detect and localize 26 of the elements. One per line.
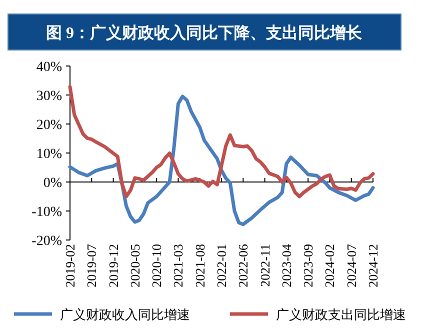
x-tick-label: 2019-07 bbox=[84, 244, 100, 288]
x-tick-label: 2022-11 bbox=[257, 244, 272, 287]
y-tick-label: 30% bbox=[36, 89, 62, 104]
x-tick-label: 2020-05 bbox=[127, 244, 142, 288]
x-tick-label: 2020-10 bbox=[149, 244, 164, 288]
x-tick-label: 2024-02 bbox=[322, 244, 338, 288]
y-tick-label: 0% bbox=[43, 176, 62, 191]
x-tick-label: 2019-12 bbox=[106, 244, 121, 288]
x-tick-label: 2024-12 bbox=[366, 244, 380, 288]
y-tick-label: 20% bbox=[36, 118, 62, 133]
x-tick-label: 2023-09 bbox=[300, 244, 316, 288]
legend-label: 广义财政收入同比增速 bbox=[60, 307, 190, 322]
x-tick-label: 2021-08 bbox=[192, 244, 208, 288]
x-tick-label: 2022-06 bbox=[236, 244, 251, 288]
plot: -20% -10% 0% 10% 20% 30% 40% 2019-02 2019-07 2019-12 2020-05 2020-10 2021-03 2021-08 2022-01 2022-06 2022-11 2023-04 2023-09 2024-02 2024-07 2024-12 bbox=[32, 60, 380, 288]
y-tick-label: 10% bbox=[36, 147, 62, 162]
x-tick-label: 2021-03 bbox=[170, 244, 186, 288]
legend-label: 广义财政支出同比增速 bbox=[276, 307, 406, 322]
x-tick-label: 2024-07 bbox=[344, 244, 359, 288]
y-tick-label: -10% bbox=[32, 205, 62, 220]
x-tick-label: 2023-04 bbox=[278, 244, 294, 288]
x-tick-label: 2022-01 bbox=[214, 244, 229, 288]
title: 图 9：广义财政收入同比下降、支出同比增长 bbox=[46, 25, 362, 42]
y-tick-label: -20% bbox=[32, 234, 62, 249]
x-tick-label: 2019-02 bbox=[62, 244, 78, 288]
y-tick-label: 40% bbox=[36, 60, 62, 75]
